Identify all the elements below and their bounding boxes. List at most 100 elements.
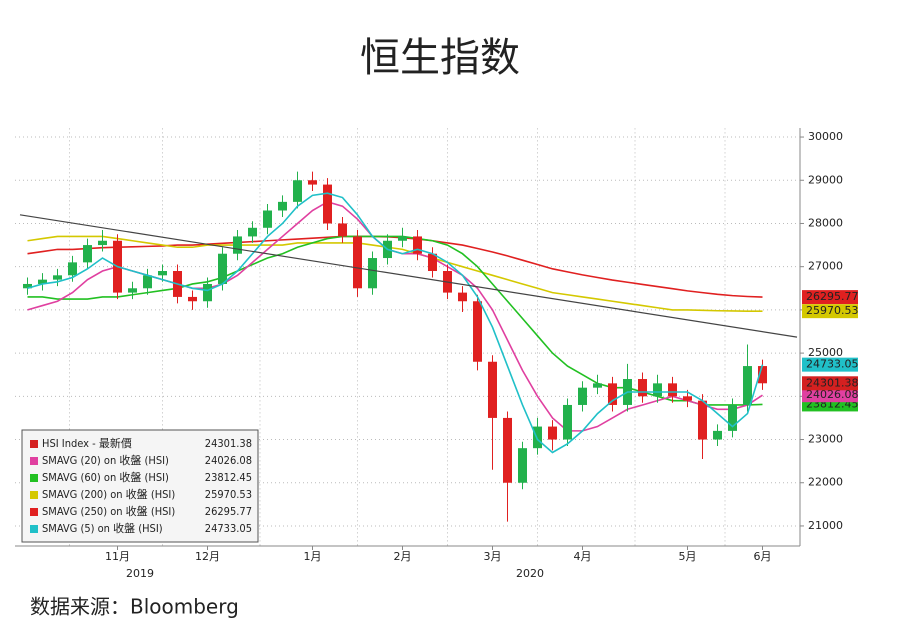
moving-average-line	[27, 192, 764, 454]
candle-body	[278, 201, 287, 211]
legend-label: SMAVG (20) on 收盤 (HSI)	[42, 453, 169, 467]
candle-body	[398, 236, 407, 241]
moving-average-line	[27, 235, 763, 298]
legend-swatch	[30, 457, 38, 465]
year-label: 2020	[516, 567, 544, 580]
y-tick-label: 27000	[808, 260, 843, 273]
year-label: 2019	[126, 567, 154, 580]
candle-body	[473, 301, 482, 362]
legend-box	[21, 429, 259, 543]
candle-body	[83, 245, 92, 263]
candle-body	[203, 283, 212, 302]
candle-body	[338, 223, 347, 237]
trend-line	[19, 214, 798, 338]
legend-swatch	[30, 508, 38, 516]
candle-body	[548, 426, 557, 440]
legend-value: 24733.05	[205, 522, 252, 535]
candle-body	[713, 430, 722, 440]
last-value-tag	[802, 357, 858, 372]
x-tick-label: 6月	[754, 550, 772, 563]
candle-body	[518, 448, 527, 483]
last-value-tag	[802, 376, 858, 391]
legend-value: 25970.53	[205, 488, 252, 501]
last-value-label: 24026.08	[806, 388, 859, 401]
x-tick-label: 11月	[105, 550, 130, 563]
candle-body	[578, 387, 587, 405]
y-tick-label: 21000	[808, 519, 843, 532]
last-value-label: 25970.53	[806, 304, 859, 317]
y-tick-label: 25000	[808, 346, 843, 359]
candle-body	[368, 258, 377, 289]
last-value-label: 24733.05	[806, 358, 859, 371]
legend-value: 26295.77	[205, 505, 252, 518]
candle-body	[728, 404, 737, 431]
moving-average-line	[27, 235, 763, 406]
legend-label: SMAVG (200) on 收盤 (HSI)	[42, 487, 175, 501]
legend-label: SMAVG (250) on 收盤 (HSI)	[42, 504, 175, 518]
candle-body	[593, 383, 602, 388]
candle-body	[248, 227, 257, 237]
candle-body	[698, 400, 707, 440]
candle-body	[533, 426, 542, 449]
candle-body	[743, 366, 752, 405]
last-value-tag	[802, 290, 858, 305]
legend-swatch	[30, 440, 38, 448]
candle-body	[323, 184, 332, 224]
candle-body	[758, 366, 767, 384]
legend-value: 24301.38	[205, 437, 252, 450]
candle-body	[233, 236, 242, 254]
x-tick-label: 4月	[574, 550, 592, 563]
candle-body	[293, 180, 302, 202]
x-tick-label: 1月	[304, 550, 322, 563]
legend-label: SMAVG (5) on 收盤 (HSI)	[42, 521, 163, 535]
y-tick-label: 30000	[808, 130, 843, 143]
last-value-tag	[802, 388, 858, 403]
candle-body	[98, 240, 107, 246]
candle-body	[23, 283, 32, 289]
candle-body	[413, 236, 422, 254]
candle-body	[38, 279, 47, 284]
candle-body	[668, 383, 677, 397]
candle-body	[128, 288, 137, 293]
x-tick-label: 2月	[394, 550, 412, 563]
candle-body	[353, 236, 362, 289]
candle-body	[218, 253, 227, 284]
legend-swatch	[30, 525, 38, 533]
moving-average-line	[27, 235, 763, 312]
last-value-tag	[802, 304, 858, 319]
y-tick-label: 28000	[808, 216, 843, 229]
legend-label: SMAVG (60) on 收盤 (HSI)	[42, 470, 169, 484]
candle-body	[53, 275, 62, 280]
y-tick-label: 29000	[808, 173, 843, 186]
candle-body	[608, 383, 617, 405]
legend-swatch	[30, 474, 38, 482]
candle-body	[143, 275, 152, 289]
candle-body	[683, 396, 692, 401]
x-tick-label: 12月	[195, 550, 220, 563]
candle-body	[488, 361, 497, 418]
y-tick-label: 23000	[808, 433, 843, 446]
candle-body	[458, 292, 467, 302]
source-note: 数据来源：Bloomberg	[30, 595, 239, 619]
candle-body	[503, 417, 512, 483]
candle-body	[68, 262, 77, 276]
candle-body	[308, 180, 317, 185]
candle-body	[158, 271, 167, 276]
candle-body	[188, 296, 197, 302]
chart-title: 恒生指数	[360, 35, 520, 81]
candle-body	[638, 379, 647, 397]
candle-body	[428, 253, 437, 272]
legend-value: 24026.08	[205, 454, 252, 467]
candle-body	[563, 404, 572, 440]
y-tick-label: 22000	[808, 476, 843, 489]
candle-body	[263, 210, 272, 228]
legend-value: 23812.45	[205, 471, 252, 484]
legend-swatch	[30, 491, 38, 499]
last-value-label: 24301.38	[806, 376, 859, 389]
legend-label: HSI Index - 最新價	[42, 436, 132, 450]
candle-body	[653, 383, 662, 397]
last-value-label: 26295.77	[806, 290, 859, 303]
x-tick-label: 3月	[484, 550, 502, 563]
x-tick-label: 5月	[679, 550, 697, 563]
